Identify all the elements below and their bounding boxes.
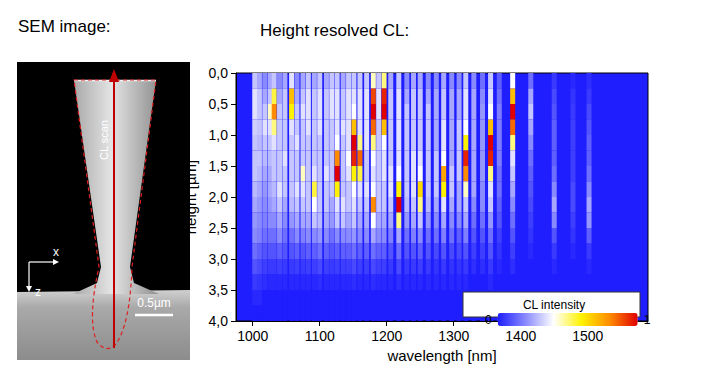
svg-text:1100: 1100 (305, 328, 335, 344)
html-text:SEM image:: SEM image: (18, 17, 111, 36)
svg-text:x: x (53, 245, 59, 259)
svg-text:2,5: 2,5 (209, 220, 229, 236)
svg-text:4,0: 4,0 (209, 313, 229, 329)
svg-text:2,0: 2,0 (209, 189, 229, 205)
svg-text:Height resolved CL:: Height resolved CL: (260, 21, 409, 40)
svg-text:1: 1 (644, 313, 651, 327)
svg-text:1,0: 1,0 (209, 127, 229, 143)
svg-text:1,5: 1,5 (209, 158, 229, 174)
svg-text:0.5µm: 0.5µm (137, 296, 171, 310)
svg-text:0,0: 0,0 (209, 65, 229, 81)
svg-text:0,5: 0,5 (209, 96, 229, 112)
svg-text:CL scan: CL scan (98, 120, 110, 160)
svg-text:1200: 1200 (371, 328, 402, 344)
svg-text:1400: 1400 (505, 328, 536, 344)
svg-text:1300: 1300 (438, 328, 469, 344)
svg-text:height [µm]: height [µm] (181, 159, 199, 235)
svg-text:3,0: 3,0 (209, 251, 229, 267)
svg-text:CL intensity: CL intensity (523, 298, 585, 312)
svg-text:1500: 1500 (572, 328, 603, 344)
svg-text:3,5: 3,5 (209, 282, 229, 298)
svg-text:0: 0 (485, 313, 492, 327)
svg-text:z: z (35, 285, 41, 299)
svg-text:wavelength [nm]: wavelength [nm] (386, 347, 496, 364)
svg-text:1000: 1000 (237, 328, 268, 344)
